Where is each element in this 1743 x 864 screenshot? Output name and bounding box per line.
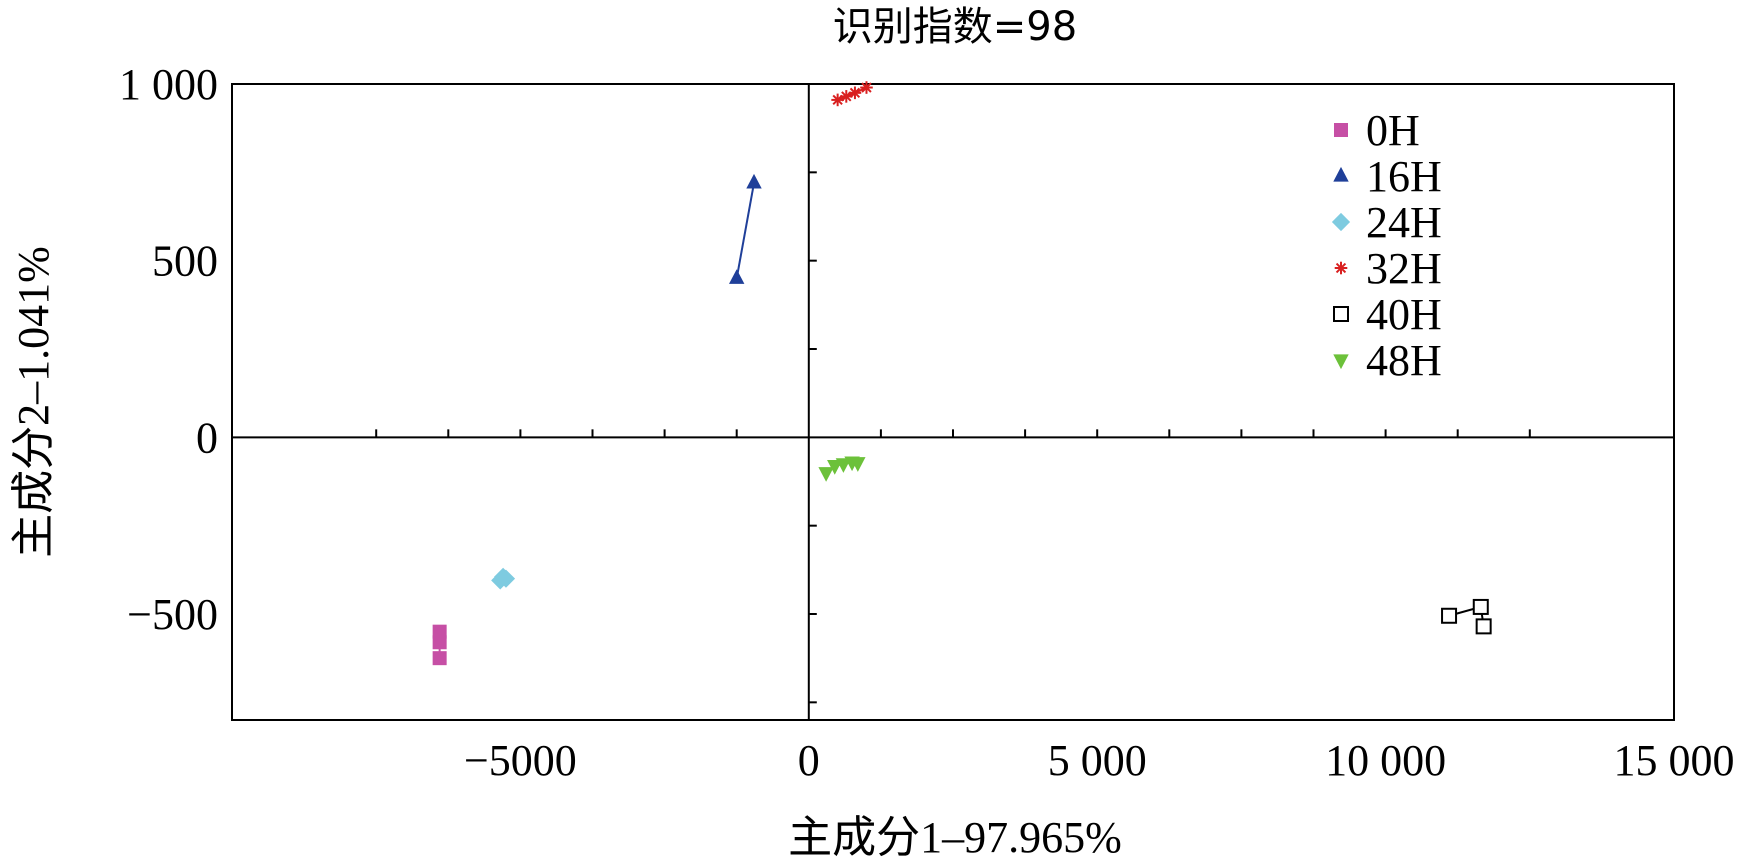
x-tick-label: 15 000 xyxy=(1614,736,1735,785)
series-16H xyxy=(729,173,762,284)
y-tick-label: 500 xyxy=(152,237,218,286)
legend-item-40H: 40H xyxy=(1333,290,1442,339)
data-point xyxy=(818,467,834,482)
y-tick-label: −500 xyxy=(127,590,218,639)
data-point xyxy=(860,81,873,94)
data-point xyxy=(432,635,447,650)
x-tick-label: 10 000 xyxy=(1325,736,1446,785)
legend-item-16H: 16H xyxy=(1333,152,1442,201)
data-point xyxy=(746,173,762,189)
data-point xyxy=(1333,166,1349,182)
legend-item-0H: 0H xyxy=(1334,106,1420,155)
data-point xyxy=(432,624,447,639)
y-tick-label: 1 000 xyxy=(119,60,218,109)
data-point xyxy=(1333,306,1349,322)
series-0H xyxy=(432,624,447,666)
legend-label: 48H xyxy=(1366,336,1442,385)
series-24H xyxy=(491,567,516,590)
legend-label: 32H xyxy=(1366,244,1442,293)
data-point xyxy=(831,93,844,107)
legend-label: 40H xyxy=(1366,290,1442,339)
legend-item-32H: 32H xyxy=(1334,244,1442,293)
data-point xyxy=(432,651,447,666)
y-tick-label: 0 xyxy=(196,413,218,462)
data-point xyxy=(1472,598,1489,615)
data-point xyxy=(496,569,516,588)
data-point xyxy=(850,457,866,472)
series-line xyxy=(735,182,755,279)
x-tick-label: 5 000 xyxy=(1048,736,1147,785)
data-point xyxy=(1441,607,1458,624)
data-point xyxy=(729,269,745,284)
legend-label: 24H xyxy=(1366,198,1442,247)
data-point xyxy=(1334,123,1348,137)
plot-area xyxy=(231,83,1675,721)
axes-group: −5000 0 5 000 10 000 15 000 1 000 500 0 −500 xyxy=(119,60,1735,785)
legend-label: 0H xyxy=(1366,106,1420,155)
data-point xyxy=(848,86,862,100)
y-axis-label: 主成分2–1.041% xyxy=(9,246,58,558)
x-axis-label: 主成分1–97.965% xyxy=(788,813,1122,862)
series-line xyxy=(837,86,867,101)
legend-item-48H: 48H xyxy=(1333,336,1442,385)
legend-label: 16H xyxy=(1366,152,1442,201)
x-tick-label: −5000 xyxy=(464,736,577,785)
data-point xyxy=(1331,212,1351,232)
data-point xyxy=(1333,354,1349,370)
series-40H xyxy=(1441,598,1492,635)
series-32H xyxy=(831,81,873,107)
x-tick-label: 0 xyxy=(798,736,820,785)
chart-title: 识别指数=98 xyxy=(833,4,1077,50)
legend-item-24H: 24H xyxy=(1331,198,1442,247)
series-48H xyxy=(818,456,866,482)
data-point xyxy=(1334,261,1348,275)
series-layer xyxy=(432,81,1492,666)
data-point xyxy=(1475,618,1492,635)
